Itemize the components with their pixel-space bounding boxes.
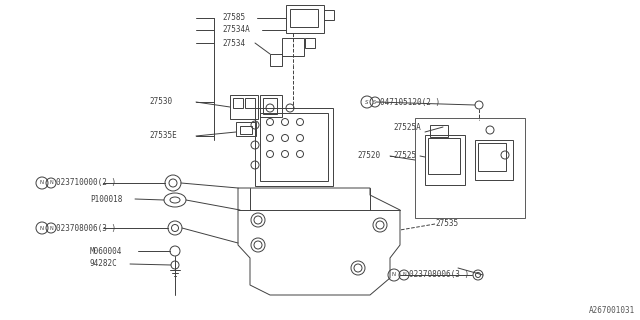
Text: 023710000(2 ): 023710000(2 )	[56, 179, 116, 188]
Text: 27530: 27530	[149, 98, 172, 107]
Text: 27520: 27520	[357, 151, 380, 161]
Bar	[233, 98, 243, 108]
Text: N: N	[402, 273, 406, 277]
Text: 27525A: 27525A	[393, 123, 420, 132]
Bar	[415, 118, 525, 218]
Text: S: S	[365, 100, 369, 105]
Text: 27525: 27525	[393, 151, 416, 161]
Text: N: N	[40, 180, 44, 186]
Circle shape	[251, 238, 265, 252]
Bar	[260, 95, 282, 117]
Bar	[282, 38, 304, 56]
Bar	[428, 138, 460, 174]
Bar	[260, 113, 328, 181]
Bar	[230, 95, 258, 119]
Bar	[236, 122, 256, 136]
Text: N: N	[40, 226, 44, 230]
Text: 94282C: 94282C	[90, 260, 118, 268]
Text: P100018: P100018	[90, 195, 122, 204]
Text: N: N	[49, 226, 53, 230]
Bar	[263, 98, 277, 114]
Text: M060004: M060004	[90, 246, 122, 255]
Text: S: S	[373, 100, 376, 105]
Bar	[240, 126, 252, 134]
Bar	[245, 98, 255, 108]
Bar	[286, 5, 324, 33]
Bar	[430, 125, 448, 137]
Bar	[324, 10, 334, 20]
Bar	[270, 54, 282, 66]
Text: 27535: 27535	[435, 220, 458, 228]
Bar	[475, 140, 513, 180]
Text: 27535E: 27535E	[149, 132, 177, 140]
Bar	[425, 135, 465, 185]
Circle shape	[373, 218, 387, 232]
Text: N: N	[49, 180, 53, 186]
Text: 023708006(3 ): 023708006(3 )	[409, 270, 469, 279]
Circle shape	[251, 213, 265, 227]
Text: 023708006(3 ): 023708006(3 )	[56, 223, 116, 233]
Bar	[255, 108, 333, 186]
Circle shape	[351, 261, 365, 275]
Text: N: N	[392, 273, 396, 277]
Text: 047105120(2 ): 047105120(2 )	[380, 98, 440, 107]
Text: A267001031: A267001031	[589, 306, 635, 315]
Bar	[478, 143, 506, 171]
Text: 27534: 27534	[222, 38, 245, 47]
Bar	[305, 38, 315, 48]
Bar	[290, 9, 318, 27]
Text: 27585: 27585	[222, 13, 245, 22]
Text: 27534A: 27534A	[222, 26, 250, 35]
